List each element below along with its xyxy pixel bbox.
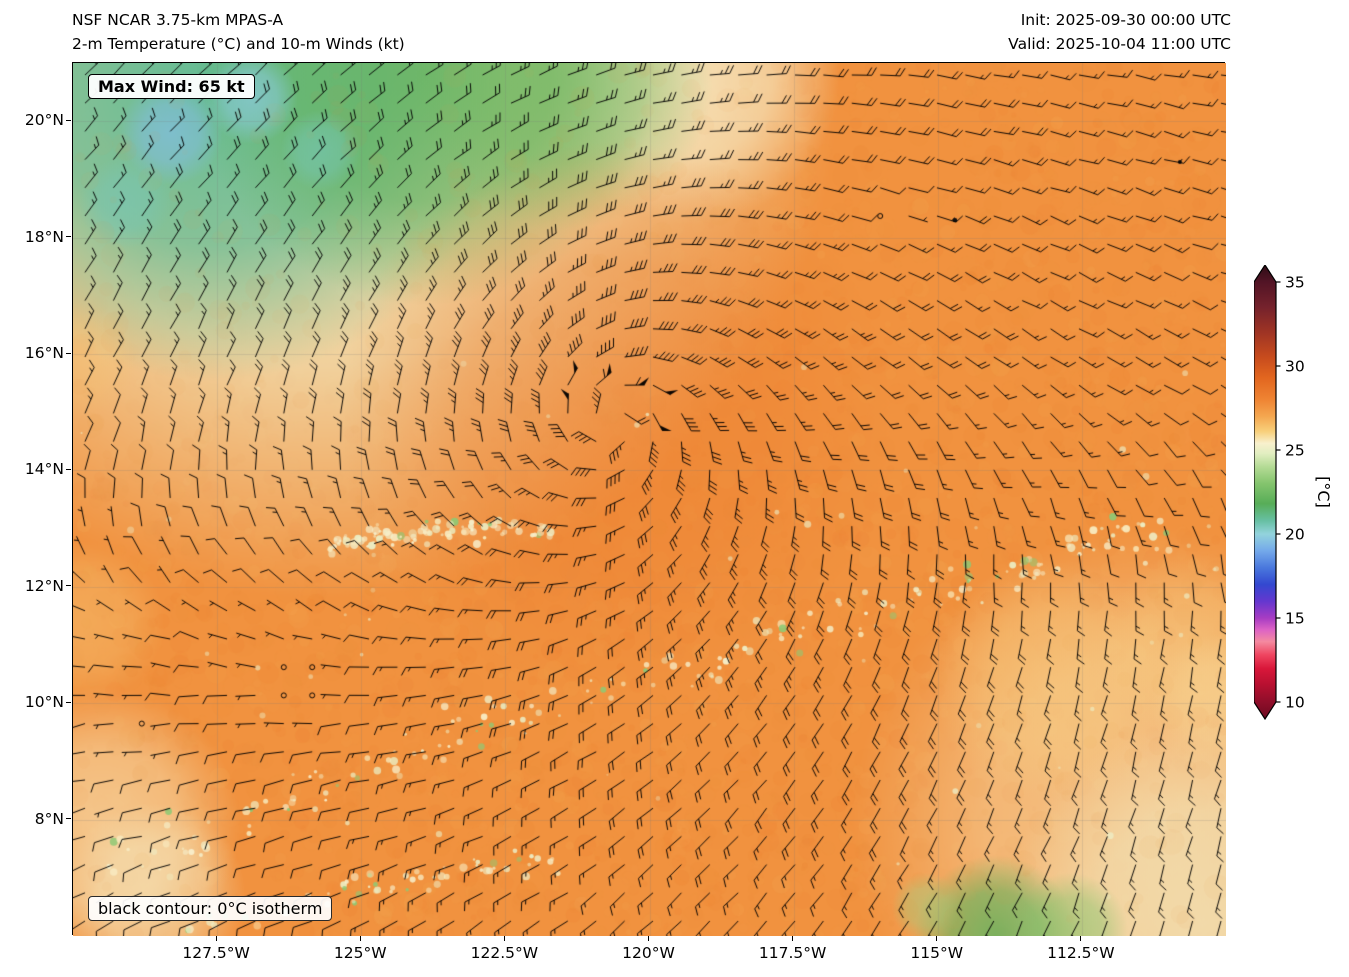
x-tick-label: 117.5°W (758, 944, 827, 962)
colorbar-ticks: 10 15 20 25 30 35 (1276, 274, 1305, 712)
y-tick-label: 16°N (24, 344, 64, 362)
y-axis-tick (66, 818, 71, 820)
x-axis-tick (359, 936, 361, 941)
colorbar-bar (1254, 265, 1277, 721)
x-axis-tick (648, 936, 649, 941)
y-tick-label: 14°N (24, 460, 64, 479)
x-tick-label: 125°W (333, 944, 387, 962)
model-name: NSF NCAR 3.75-km MPAS-A (72, 11, 284, 29)
x-axis-tick (792, 936, 794, 941)
x-axis-tick (215, 936, 217, 941)
y-axis-tick (66, 468, 71, 470)
y-axis-tick (66, 352, 71, 354)
colorbar-unit-label: [°C] (1314, 476, 1333, 508)
x-axis-tick (1080, 936, 1082, 941)
y-tick-label: 18°N (24, 227, 64, 246)
y-axis-tick (66, 119, 71, 121)
run-times: Init: 2025-09-30 00:00 UTC Valid: 2025-1… (1008, 8, 1231, 56)
colorbar-tick-label: 15 (1285, 610, 1305, 628)
colorbar-tick-label: 10 (1285, 694, 1305, 712)
field-description: 2-m Temperature (°C) and 10-m Winds (kt) (72, 35, 405, 53)
colorbar-tick-label: 30 (1285, 358, 1305, 376)
x-axis-tick (936, 936, 938, 941)
x-tick-label: 127.5°W (182, 944, 250, 962)
y-axis-tick (66, 236, 71, 238)
y-tick-label: 10°N (24, 693, 64, 712)
valid-time: Valid: 2025-10-04 11:00 UTC (1008, 35, 1231, 53)
y-tick-label: 8°N (34, 809, 64, 828)
x-tick-label: 120°W (622, 944, 675, 962)
colorbar: 10 15 20 25 30 35 [°C] (1254, 265, 1333, 721)
y-axis-tick (66, 701, 71, 703)
map-plot-area: Max Wind: 65 kt black contour: 0°C isoth… (72, 62, 1226, 936)
contour-note: black contour: 0°C isotherm (88, 896, 333, 921)
max-wind-badge: Max Wind: 65 kt (88, 74, 255, 99)
y-tick-label: 20°N (24, 111, 64, 130)
x-tick-label: 112.5°W (1047, 944, 1115, 962)
y-axis-tick (66, 585, 71, 587)
x-tick-label: 122.5°W (470, 944, 539, 962)
x-tick-label: 115°W (910, 944, 964, 962)
init-time: Init: 2025-09-30 00:00 UTC (1020, 11, 1231, 29)
colorbar-tick-label: 20 (1285, 526, 1305, 544)
x-axis-tick (503, 936, 505, 941)
temperature-wind-map (73, 63, 1226, 936)
colorbar-tick-label: 35 (1285, 274, 1305, 292)
colorbar-tick-label: 25 (1285, 442, 1305, 460)
y-tick-label: 12°N (24, 576, 64, 595)
figure-title: NSF NCAR 3.75-km MPAS-A 2-m Temperature … (72, 8, 405, 56)
